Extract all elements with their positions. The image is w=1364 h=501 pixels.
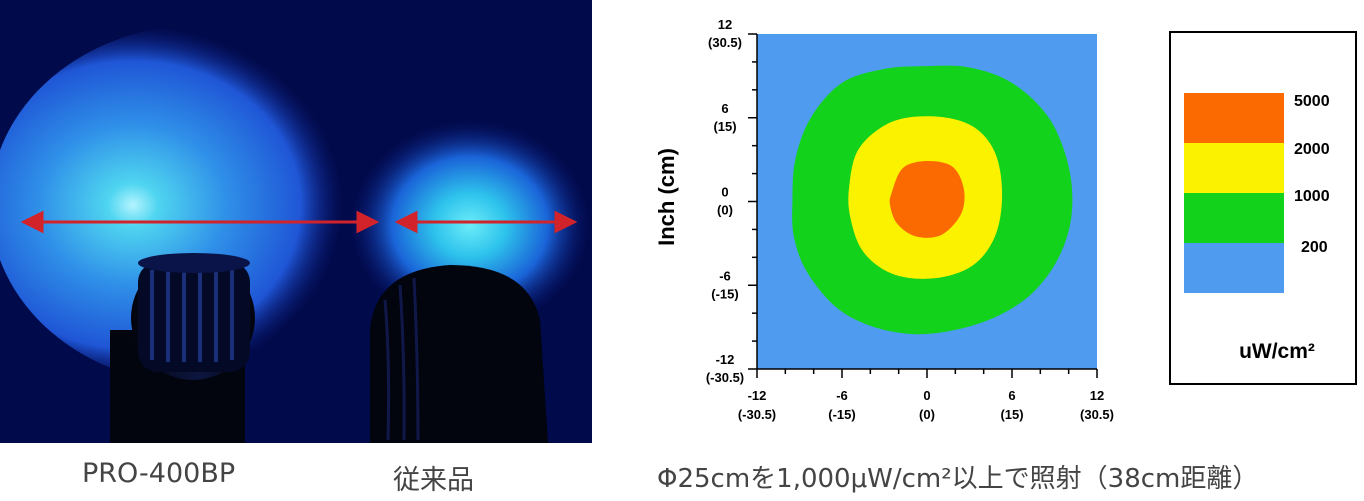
y-tick-label: 6 — [721, 101, 728, 116]
y-axis-label: Inch (cm) — [654, 148, 679, 246]
x-tick-sublabel: (-15) — [828, 407, 855, 422]
axis-layer: -12 (-30.5) -6 (-15) 0 (0) 6 (15) 12 (30.5) 12 (30.… — [706, 17, 1114, 422]
y-tick-sublabel: (30.5) — [708, 35, 742, 50]
y-tick-sublabel: (0) — [717, 203, 733, 218]
conventional-flashlight — [370, 265, 548, 443]
conventional-product-label: 従来品 — [393, 465, 474, 496]
legend-label-2000: 2000 — [1294, 141, 1330, 158]
beam-photo-illustration — [0, 0, 592, 443]
x-tick-sublabel: (30.5) — [1080, 407, 1114, 422]
x-tick-label: -6 — [836, 388, 848, 403]
x-tick-sublabel: (15) — [1000, 407, 1023, 422]
y-tick-label: -6 — [719, 268, 731, 283]
irradiance-contour-chart: -12 (-30.5) -6 (-15) 0 (0) 6 (15) 12 (30.5) 12 (30.… — [645, 0, 1125, 440]
flashlight-comparison-photo — [0, 0, 592, 443]
x-tick-label: 6 — [1008, 388, 1015, 403]
y-tick-label: 0 — [721, 185, 728, 200]
y-tick-sublabel: (15) — [713, 119, 736, 134]
legend-svg: 5000 2000 1000 200 uW/cm² — [1184, 93, 1330, 363]
contour-2000 — [889, 160, 965, 238]
y-tick-sublabel: (-30.5) — [706, 370, 744, 385]
irradiance-legend: 5000 2000 1000 200 uW/cm² — [1169, 31, 1357, 385]
x-tick-sublabel: (-30.5) — [738, 407, 776, 422]
legend-label-1000: 1000 — [1294, 188, 1330, 205]
pro-400bp-label: PRO-400BP — [82, 458, 236, 489]
legend-swatches — [1184, 93, 1284, 293]
x-tick-label: 12 — [1090, 388, 1104, 403]
legend-unit: uW/cm² — [1239, 340, 1315, 363]
legend-swatch-1000 — [1184, 193, 1284, 243]
legend-label-5000: 5000 — [1294, 93, 1330, 110]
beam-width-arrows — [20, 210, 578, 234]
legend-swatch-200 — [1184, 243, 1284, 293]
y-tick-label: 12 — [718, 17, 732, 32]
x-tick-label: -12 — [748, 388, 767, 403]
irradiance-caption: Φ25cmを1,000μW/cm²以上で照射（38cm距離） — [657, 464, 1259, 494]
contour-layer — [792, 65, 1073, 335]
pro-400bp-beam — [0, 25, 410, 385]
contour-plot-svg: -12 (-30.5) -6 (-15) 0 (0) 6 (15) 12 (30.5) 12 (30.… — [654, 17, 1114, 422]
y-tick-label: -12 — [716, 352, 735, 367]
legend-label-200: 200 — [1301, 239, 1328, 256]
x-tick-sublabel: (0) — [919, 407, 935, 422]
x-tick-label: 0 — [923, 388, 930, 403]
legend-swatch-2000 — [1184, 143, 1284, 193]
y-tick-sublabel: (-15) — [711, 286, 738, 301]
legend-swatch-5000 — [1184, 93, 1284, 143]
legend-labels: 5000 2000 1000 200 — [1294, 93, 1330, 256]
pro-400bp-flashlight — [110, 253, 255, 443]
